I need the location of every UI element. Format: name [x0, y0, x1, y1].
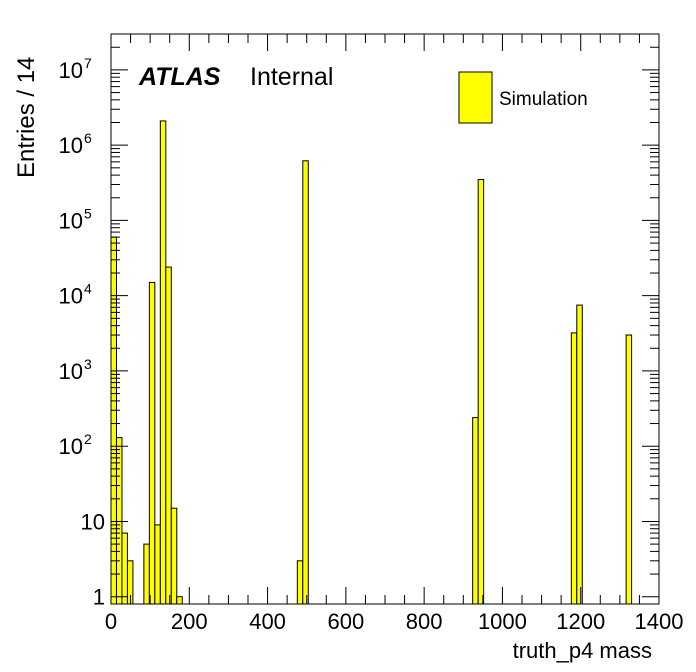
y-tick-label: 10	[81, 509, 105, 534]
legend-swatch	[458, 71, 493, 124]
histogram-bar	[472, 417, 479, 605]
y-tick-label: 10	[59, 133, 83, 158]
histogram-bar	[159, 120, 167, 605]
y-tick-exponent: 6	[84, 130, 92, 146]
histogram-bar	[176, 596, 183, 605]
atlas-label: ATLAS Internal	[138, 63, 333, 91]
axis-ticks	[110, 33, 660, 604]
histogram-bar	[148, 281, 156, 605]
histogram-bar	[121, 532, 128, 605]
x-tick-label: 800	[406, 609, 443, 634]
histogram-bar	[576, 304, 583, 605]
atlas-label-text: ATLAS	[138, 63, 221, 91]
legend-entry-label: Simulation	[499, 89, 588, 110]
y-tick-label: 10	[59, 359, 83, 384]
histogram-bar	[570, 332, 578, 605]
x-tick-labels: 0 200 400 600 800 1000 1200 1400	[105, 609, 684, 634]
y-tick-label: 10	[59, 58, 83, 83]
x-tick-label: 1000	[478, 609, 527, 634]
x-tick-label: 1200	[556, 609, 605, 634]
x-tick-label: 200	[171, 609, 208, 634]
histogram-bar	[110, 236, 117, 605]
y-tick-exponent: 7	[84, 55, 92, 71]
x-axis-label: truth_p4 mass	[513, 638, 652, 663]
histogram-bar	[625, 334, 633, 605]
histogram-bar	[143, 543, 150, 605]
x-tick-label: 1400	[635, 609, 684, 634]
y-tick-label: 10	[59, 434, 83, 459]
x-tick-label: 0	[105, 609, 117, 634]
atlas-status-text: Internal	[250, 63, 333, 91]
histogram-bars	[110, 120, 633, 605]
x-tick-label: 600	[327, 609, 364, 634]
histogram-bar	[154, 524, 161, 605]
y-tick-label: 1	[93, 585, 105, 610]
y-tick-label: 10	[59, 284, 83, 309]
histogram-bar	[165, 266, 172, 605]
y-tick-label: 10	[59, 208, 83, 233]
x-tick-label: 400	[249, 609, 286, 634]
histogram-bar	[302, 160, 309, 605]
y-tick-exponent: 3	[84, 356, 92, 372]
y-axis-label: Entries / 14	[13, 57, 40, 178]
y-tick-exponent: 2	[84, 431, 92, 447]
y-tick-exponent: 5	[84, 205, 92, 221]
y-tick-exponent: 4	[84, 281, 92, 297]
legend: Simulation	[458, 71, 588, 124]
histogram-bar	[477, 178, 485, 605]
histogram-bar	[170, 507, 178, 605]
histogram-bar	[296, 560, 304, 605]
